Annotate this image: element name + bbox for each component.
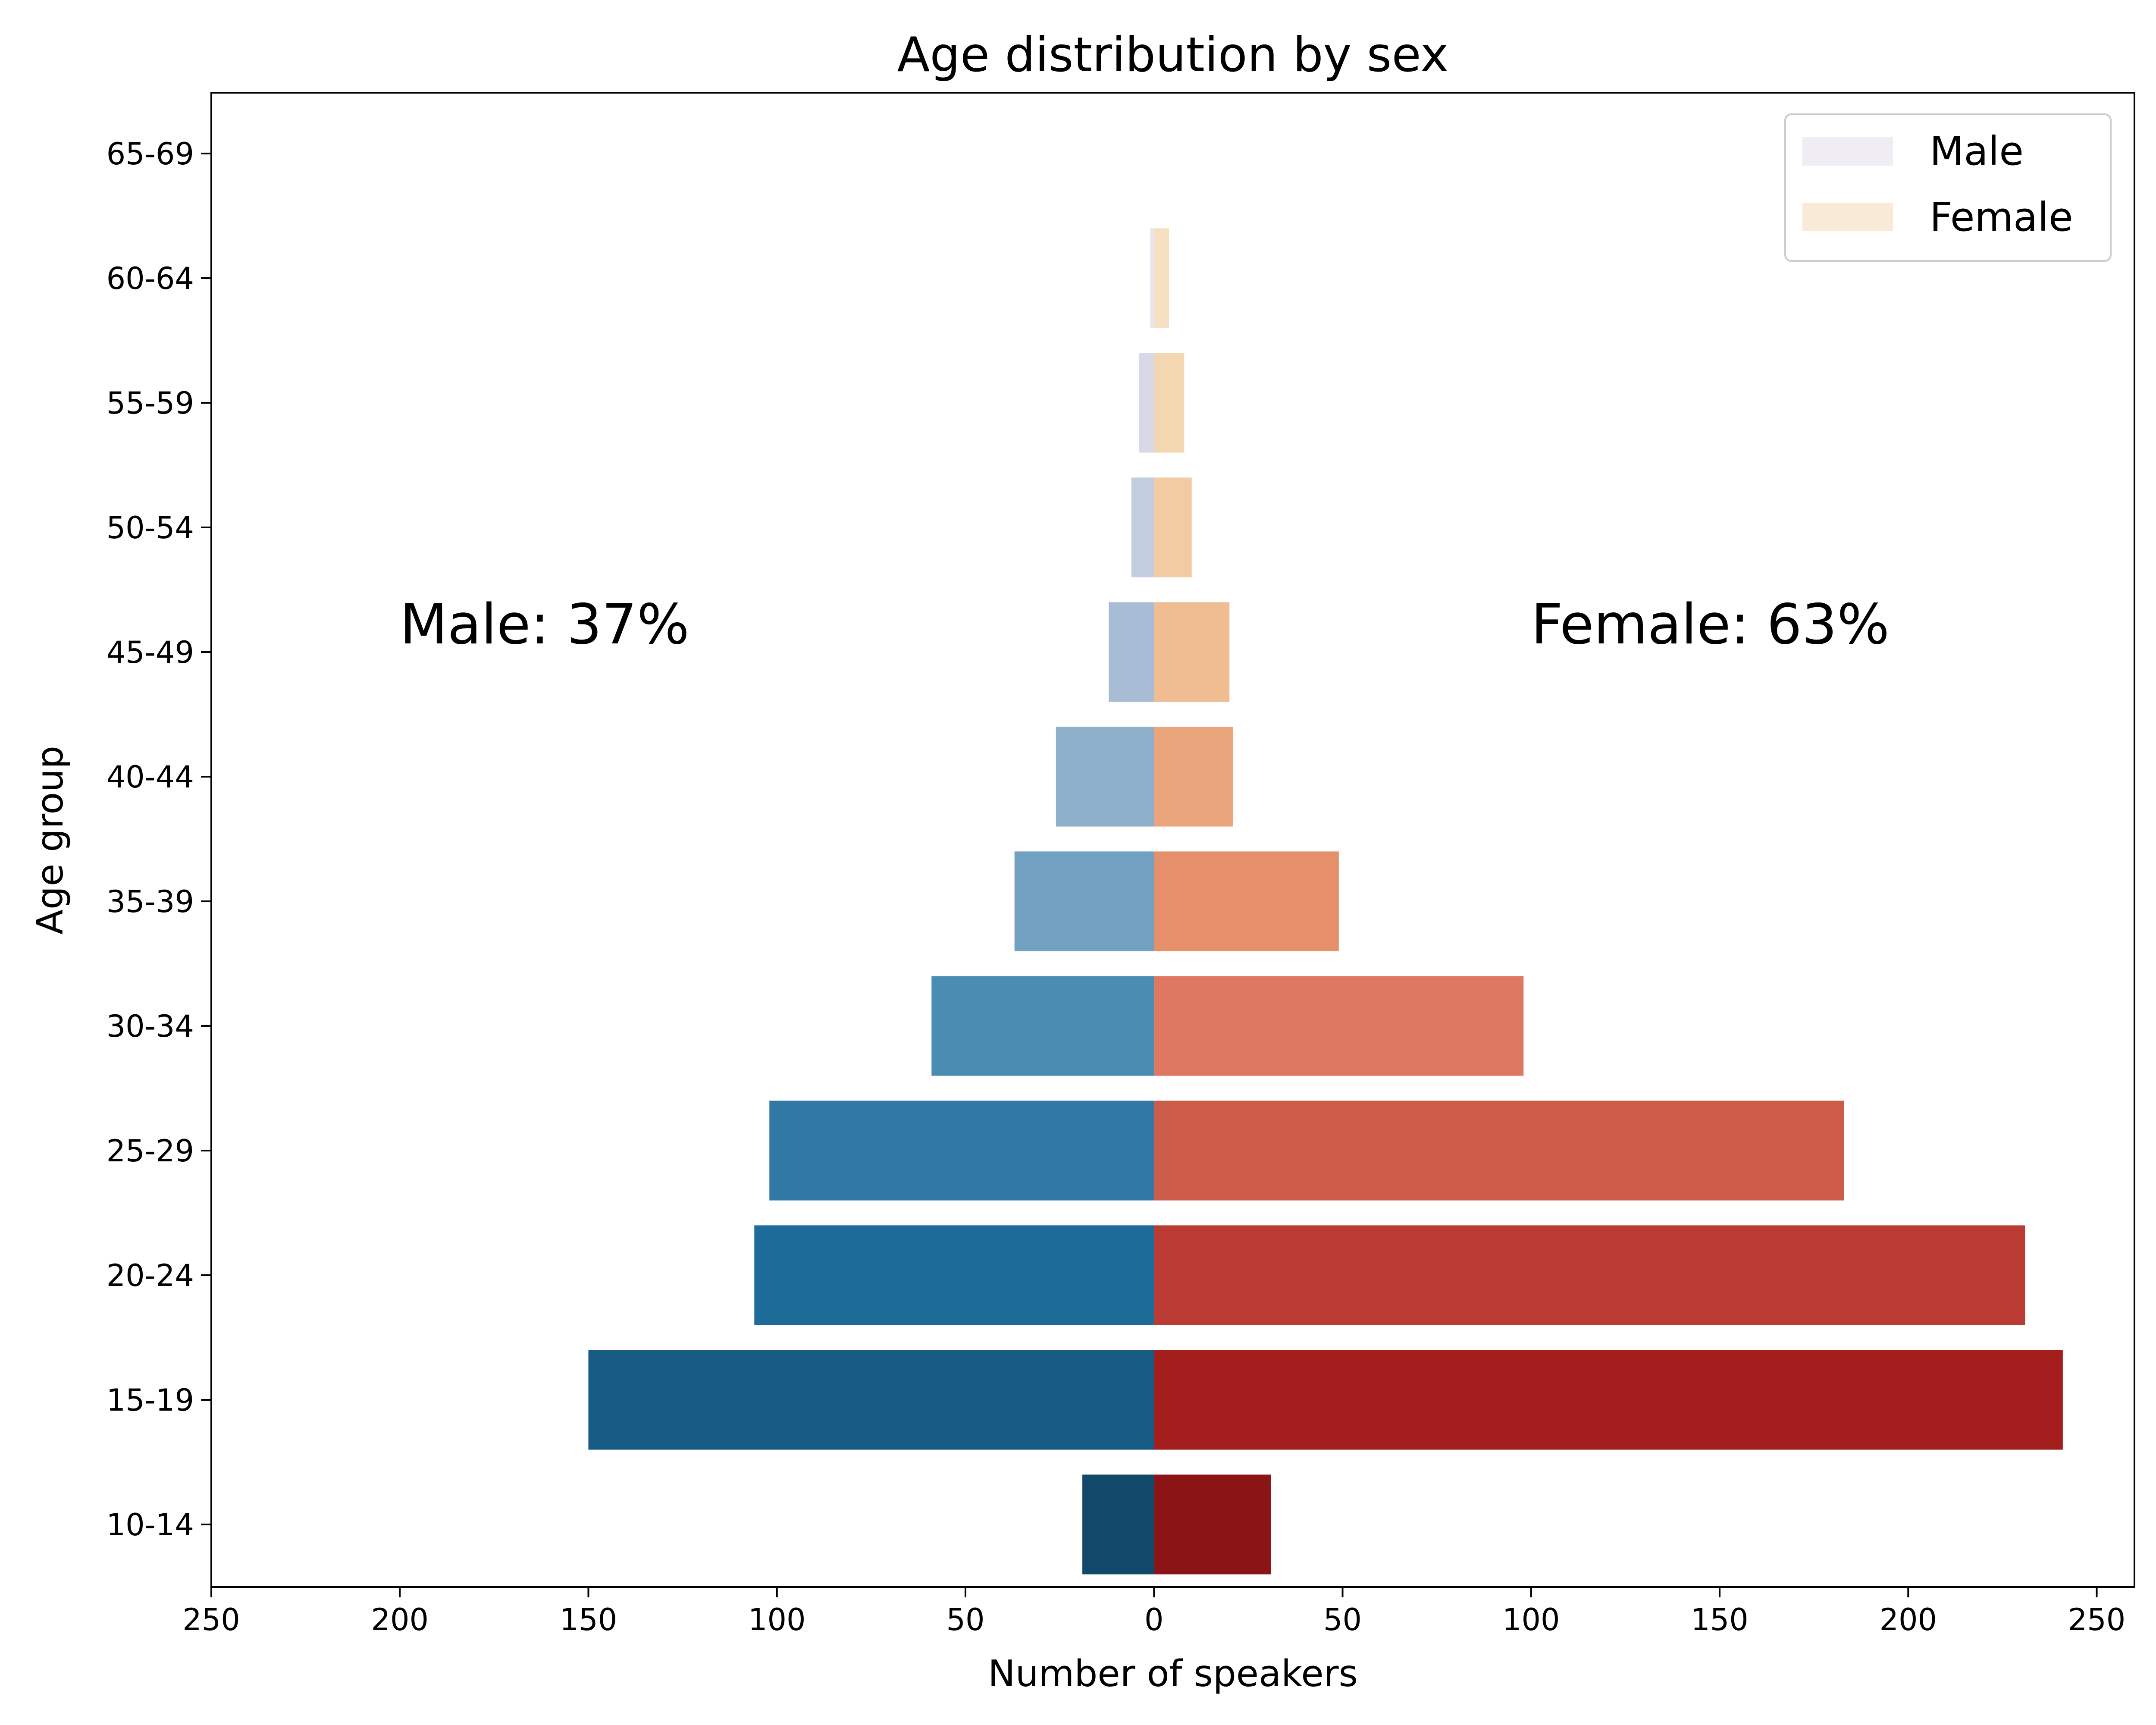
x-tick-label: 0 [1144, 1602, 1164, 1637]
bar-female-50-54 [1154, 477, 1192, 577]
legend-swatch-female [1802, 203, 1893, 231]
y-tick-label: 25-29 [107, 1133, 194, 1169]
bar-female-15-19 [1154, 1350, 2063, 1450]
y-tick-label: 10-14 [107, 1507, 194, 1543]
bar-female-10-14 [1154, 1474, 1271, 1574]
chart-title: Age distribution by sex [897, 27, 1448, 83]
bar-female-35-39 [1154, 851, 1339, 951]
bar-male-55-59 [1139, 353, 1154, 453]
y-tick-label: 65-69 [107, 136, 194, 172]
bars-layer [588, 228, 2063, 1574]
x-axis-ticks: 250 200 150 100 50 0 50 100 150 200 250 [182, 1587, 2125, 1637]
bar-male-60-64 [1150, 228, 1154, 328]
x-tick-label: 100 [1502, 1602, 1560, 1637]
bar-female-25-29 [1154, 1101, 1844, 1201]
annotation-male-share: Male: 37% [400, 593, 689, 657]
legend: Male Female [1784, 113, 2112, 262]
annotation-female-share: Female: 63% [1531, 593, 1890, 657]
x-tick-label: 50 [1323, 1602, 1362, 1637]
bar-female-55-59 [1154, 353, 1185, 453]
y-tick-label: 20-24 [107, 1258, 194, 1293]
x-tick-label: 200 [1879, 1602, 1937, 1637]
bar-male-15-19 [588, 1350, 1154, 1450]
annotations-layer: Male: 37% Female: 63% [400, 593, 1890, 657]
y-tick-label: 35-39 [107, 884, 194, 919]
bar-female-45-49 [1154, 602, 1230, 702]
bar-male-25-29 [769, 1101, 1154, 1201]
y-tick-label: 50-54 [107, 510, 194, 546]
y-tick-label: 15-19 [107, 1383, 194, 1418]
plot-frame [210, 92, 2135, 1588]
x-tick-label: 150 [1691, 1602, 1749, 1637]
x-tick-label: 50 [946, 1602, 984, 1637]
y-tick-label: 45-49 [107, 635, 194, 670]
legend-label-female: Female [1930, 194, 2073, 240]
y-axis-label: Age group [29, 746, 72, 935]
legend-swatch-male [1802, 137, 1893, 166]
y-axis-ticks: 10-14 15-19 20-24 25-29 30-34 35-39 40-44 45-49… [107, 136, 211, 1543]
x-tick-label: 250 [182, 1602, 240, 1637]
y-tick-label: 30-34 [107, 1009, 194, 1044]
bar-female-20-24 [1154, 1225, 2025, 1325]
bar-male-10-14 [1082, 1474, 1154, 1574]
x-tick-label: 100 [748, 1602, 806, 1637]
y-tick-label: 55-59 [107, 386, 194, 421]
bar-female-60-64 [1154, 228, 1169, 328]
legend-label-male: Male [1930, 128, 2024, 174]
bar-male-45-49 [1109, 602, 1154, 702]
bar-male-20-24 [754, 1225, 1154, 1325]
bar-male-35-39 [1014, 851, 1154, 951]
bar-male-40-44 [1056, 727, 1154, 827]
bar-male-50-54 [1131, 477, 1154, 577]
y-tick-label: 40-44 [107, 759, 194, 795]
y-tick-label: 60-64 [107, 261, 194, 296]
x-tick-label: 150 [560, 1602, 617, 1637]
bar-female-30-34 [1154, 976, 1524, 1076]
x-axis-label: Number of speakers [988, 1653, 1358, 1695]
x-tick-label: 200 [371, 1602, 429, 1637]
bar-male-30-34 [931, 976, 1154, 1076]
bar-female-40-44 [1154, 727, 1233, 827]
x-tick-label: 250 [2068, 1602, 2126, 1637]
